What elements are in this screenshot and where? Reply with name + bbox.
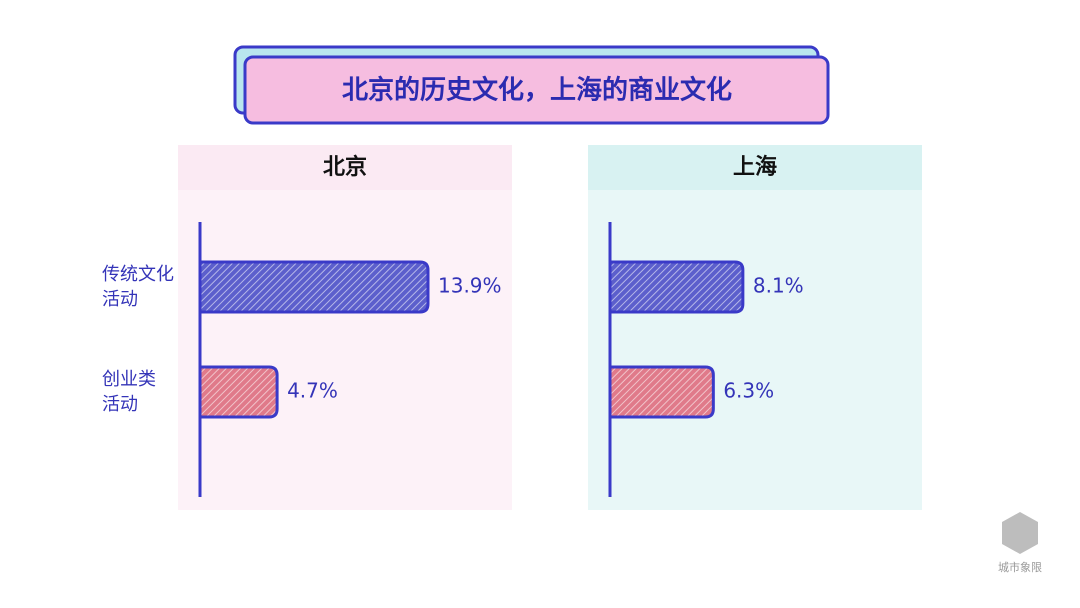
watermark: 城市象限 <box>998 560 1042 574</box>
panel-header <box>588 145 922 190</box>
logo: 城市象限 <box>998 512 1042 574</box>
bar <box>198 365 279 419</box>
panel <box>588 145 922 510</box>
bar <box>608 260 745 314</box>
chart-title: 北京的历史文化，上海的商业文化 <box>342 75 732 106</box>
category-label: 创业类 活动 <box>102 369 156 415</box>
value-label: 13.9% <box>438 274 502 298</box>
panel <box>178 145 512 510</box>
category-label: 传统文化 活动 <box>102 264 174 310</box>
value-label: 4.7% <box>287 379 338 403</box>
panel-title: 北京 <box>323 154 367 180</box>
title-box <box>243 55 830 125</box>
value-label: 8.1% <box>753 274 804 298</box>
panel-header <box>178 145 512 190</box>
value-label: 6.3% <box>723 379 774 403</box>
bar <box>608 365 715 419</box>
bar <box>198 260 430 314</box>
panel-title: 上海 <box>733 154 777 180</box>
